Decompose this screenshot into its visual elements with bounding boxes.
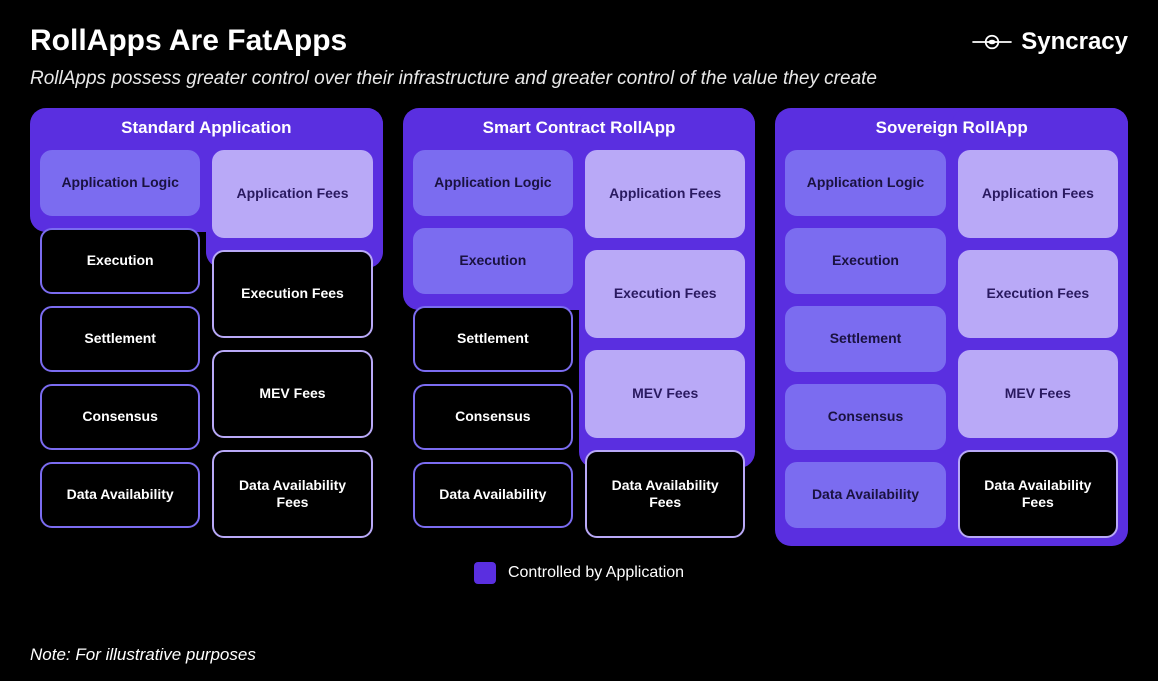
fee-box: Application Fees — [212, 150, 372, 238]
layer-box: Consensus — [785, 384, 945, 450]
brand-name: Syncracy — [1021, 28, 1128, 56]
layer-box: Execution — [40, 228, 200, 294]
footnote: Note: For illustrative purposes — [30, 645, 256, 665]
brand-icon — [971, 30, 1013, 54]
legend-swatch — [474, 562, 496, 584]
column-title: Standard Application — [30, 108, 383, 150]
layer-stack: Application Logic Execution Settlement C… — [413, 150, 573, 538]
fee-box: Execution Fees — [958, 250, 1118, 338]
page-title: RollApps Are FatApps — [30, 24, 971, 58]
fee-stack: Application Fees Execution Fees MEV Fees… — [212, 150, 372, 538]
layer-box: Settlement — [785, 306, 945, 372]
layer-box: Settlement — [40, 306, 200, 372]
fee-box: Execution Fees — [585, 250, 745, 338]
layer-stack: Application Logic Execution Settlement C… — [40, 150, 200, 538]
fee-box: Data Availability Fees — [958, 450, 1118, 538]
layer-box: Data Availability — [40, 462, 200, 528]
legend: Controlled by Application — [30, 562, 1128, 584]
legend-label: Controlled by Application — [508, 564, 684, 582]
column-smart-contract: Smart Contract RollApp Application Logic… — [403, 108, 756, 548]
layer-box: Application Logic — [785, 150, 945, 216]
layer-stack: Application Logic Execution Settlement C… — [785, 150, 945, 538]
fee-box: MEV Fees — [585, 350, 745, 438]
column-title: Sovereign RollApp — [775, 108, 1128, 150]
fee-box: Data Availability Fees — [212, 450, 372, 538]
fee-stack: Application Fees Execution Fees MEV Fees… — [585, 150, 745, 538]
layer-box: Data Availability — [785, 462, 945, 528]
fee-stack: Application Fees Execution Fees MEV Fees… — [958, 150, 1118, 538]
layer-box: Application Logic — [413, 150, 573, 216]
fee-box: MEV Fees — [212, 350, 372, 438]
columns-container: Standard Application Application Logic E… — [30, 108, 1128, 548]
page-subtitle: RollApps possess greater control over th… — [30, 68, 971, 90]
fee-box: Application Fees — [958, 150, 1118, 238]
layer-box: Execution — [785, 228, 945, 294]
column-sovereign: Sovereign RollApp Application Logic Exec… — [775, 108, 1128, 548]
fee-box: Execution Fees — [212, 250, 372, 338]
layer-box: Data Availability — [413, 462, 573, 528]
layer-box: Application Logic — [40, 150, 200, 216]
layer-box: Consensus — [413, 384, 573, 450]
brand-logo: Syncracy — [971, 28, 1128, 56]
fee-box: Data Availability Fees — [585, 450, 745, 538]
layer-box: Execution — [413, 228, 573, 294]
fee-box: Application Fees — [585, 150, 745, 238]
layer-box: Consensus — [40, 384, 200, 450]
column-title: Smart Contract RollApp — [403, 108, 756, 150]
fee-box: MEV Fees — [958, 350, 1118, 438]
column-standard: Standard Application Application Logic E… — [30, 108, 383, 548]
layer-box: Settlement — [413, 306, 573, 372]
